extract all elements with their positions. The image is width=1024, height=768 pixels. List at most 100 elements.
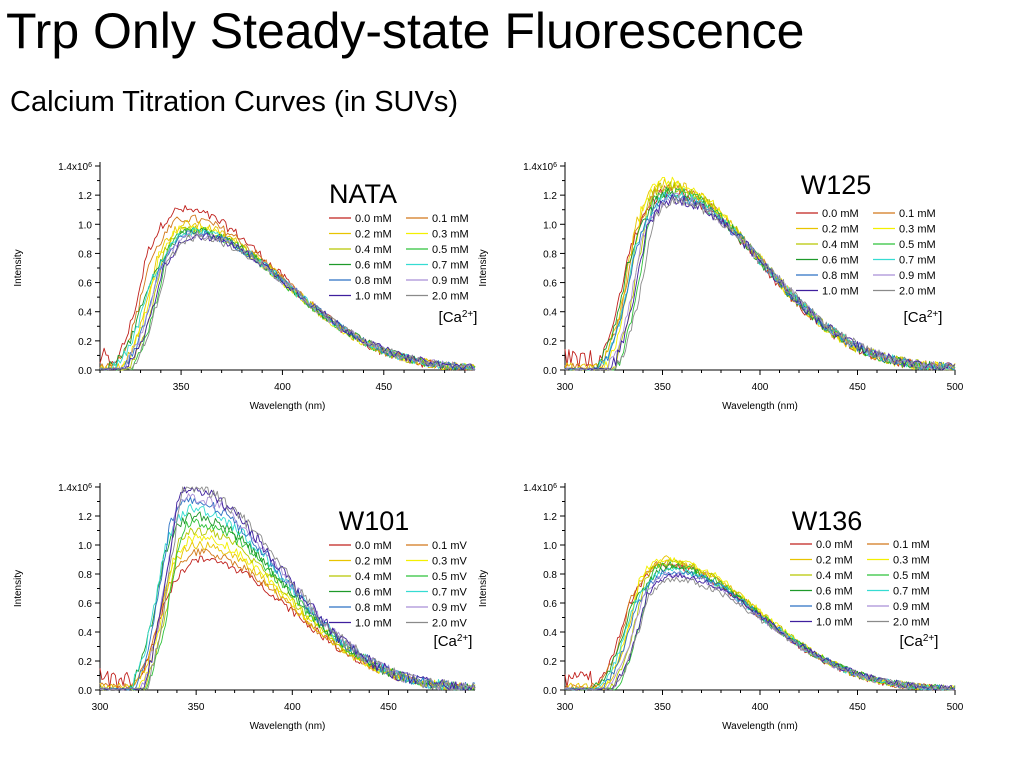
legend-label: 0.1 mM [893,539,930,551]
y-tick-label: 0.2 [543,337,557,348]
legend-label: 0.6 mM [355,587,392,599]
y-tick-label: 1.2 [543,191,557,202]
series-line-0-3-mM [99,533,476,691]
series-line-2-0-mM [99,486,476,691]
legend-label: 0.0 mM [355,213,392,225]
legend-label: 0.4 mM [355,571,392,583]
legend-label: 0.8 mM [822,270,859,282]
x-axis-label: Wavelength (nm) [722,401,798,412]
series-line-0-7-mM [99,227,476,371]
legend-label: 0.4 mM [355,244,392,256]
series-line-2-0-mM [565,196,956,371]
legend-label: 0.3 mV [432,556,468,568]
y-axis-label: Intensity [478,570,489,607]
x-tick-label: 450 [380,702,397,713]
y-tick-label: 1.0 [78,541,92,552]
legend-label: 0.8 mM [816,601,853,613]
x-tick-label: 400 [284,702,301,713]
y-tick-label: 1.4x106 [58,483,92,495]
slide-title: Trp Only Steady-state Fluorescence [6,3,805,59]
legend: 0.0 mM 0.1 mM 0.2 mM 0.3 mM 0.4 mM 0.5 mM 0.6 … [790,539,930,629]
y-tick-label: 0.0 [78,366,92,377]
x-tick-label: 350 [188,702,205,713]
series-line-0-9-mM [565,570,955,691]
legend-label: 0.3 mM [893,555,930,567]
legend-label: 0.7 mM [893,586,930,598]
legend-label: 0.3 mM [432,229,469,241]
legend-label: 1.0 mM [822,286,859,298]
legend-label: 0.1 mM [899,208,936,220]
y-tick-label: 0.2 [543,657,557,668]
legend: 0.0 mM 0.1 mV 0.2 mM 0.3 mV 0.4 mM 0.5 mV 0.6 … [329,540,468,630]
x-axis-label: Wavelength (nm) [722,721,798,732]
x-tick-label: 400 [752,382,769,393]
series-line-0-1-mM [99,214,476,371]
y-tick-label: 0.6 [543,279,557,290]
x-tick-label: 300 [557,382,574,393]
slide-subtitle: Calcium Titration Curves (in SUVs) [10,86,458,118]
legend-label: 0.4 mM [822,239,859,251]
legend-label: 0.9 mV [432,602,468,614]
legend-label: 0.2 mM [355,556,392,568]
legend-label: 1.0 mM [355,618,392,630]
x-tick-label: 400 [274,382,291,393]
legend-label: 0.5 mM [432,244,469,256]
x-tick-label: 300 [557,702,574,713]
y-tick-label: 0.8 [543,249,557,260]
legend-label: 0.5 mV [432,571,468,583]
y-tick-label: 0.0 [543,686,557,697]
series-line-0-5-mM [99,226,476,371]
legend-label: 0.0 mM [355,540,392,552]
chart-w125: 0.0 0.2 0.4 0.6 0.8 1.0 1.2 1.4x106 300 350 400 450… [478,162,964,413]
series-line-0-7-mM [564,191,956,371]
legend-unit-label: [Ca2+] [434,633,473,651]
y-tick-label: 1.4x106 [58,162,92,174]
panel-title: NATA [329,179,397,209]
y-tick-label: 0.8 [543,570,557,581]
series-line-2-0-mM [564,576,956,691]
x-tick-label: 350 [173,382,190,393]
legend-unit-label: [Ca2+] [900,633,939,651]
y-tick-label: 1.0 [78,220,92,231]
legend-label: 0.3 mM [899,224,936,236]
legend-label: 0.5 mM [899,239,936,251]
y-tick-label: 0.2 [78,657,92,668]
chart-w101: 0.0 0.2 0.4 0.6 0.8 1.0 1.2 1.4x106 300 350 400 450… [13,483,476,732]
y-tick-label: 0.6 [78,279,92,290]
y-tick-label: 0.8 [78,249,92,260]
legend-label: 0.8 mM [355,602,392,614]
y-tick-label: 0.4 [543,628,557,639]
x-tick-label: 350 [654,382,671,393]
y-tick-label: 0.4 [78,308,92,319]
legend-label: 0.0 mM [816,539,853,551]
legend-label: 0.7 mM [432,260,469,272]
y-tick-label: 0.4 [78,628,92,639]
legend-label: 0.4 mM [816,570,853,582]
series-line-0-9-mM [564,192,956,371]
legend-label: 0.5 mM [893,570,930,582]
y-axis-label: Intensity [478,249,489,286]
x-tick-label: 400 [752,702,769,713]
x-tick-label: 450 [375,382,392,393]
legend: 0.0 mM 0.1 mM 0.2 mM 0.3 mM 0.4 mM 0.5 mM 0.6 … [796,208,936,298]
legend-label: 0.1 mM [432,213,469,225]
x-axis-label: Wavelength (nm) [250,721,326,732]
legend-label: 0.2 mM [355,229,392,241]
series-line-2-0-mM [99,233,475,371]
y-tick-label: 1.2 [78,191,92,202]
y-axis-label: Intensity [13,570,24,607]
x-tick-label: 350 [654,702,671,713]
x-tick-label: 450 [849,382,866,393]
legend-label: 2.0 mM [893,617,930,629]
legend-label: 0.6 mM [816,586,853,598]
legend-label: 0.6 mM [355,260,392,272]
y-tick-label: 1.0 [543,220,557,231]
chart-w136: 0.0 0.2 0.4 0.6 0.8 1.0 1.2 1.4x106 300 350 400 450… [478,483,964,733]
legend-label: 1.0 mM [816,617,853,629]
legend-label: 0.7 mM [899,255,936,267]
legend-label: 0.6 mM [822,255,859,267]
legend-label: 2.0 mM [899,286,936,298]
legend-label: 1.0 mM [355,291,392,303]
panel-title: W101 [339,506,410,536]
